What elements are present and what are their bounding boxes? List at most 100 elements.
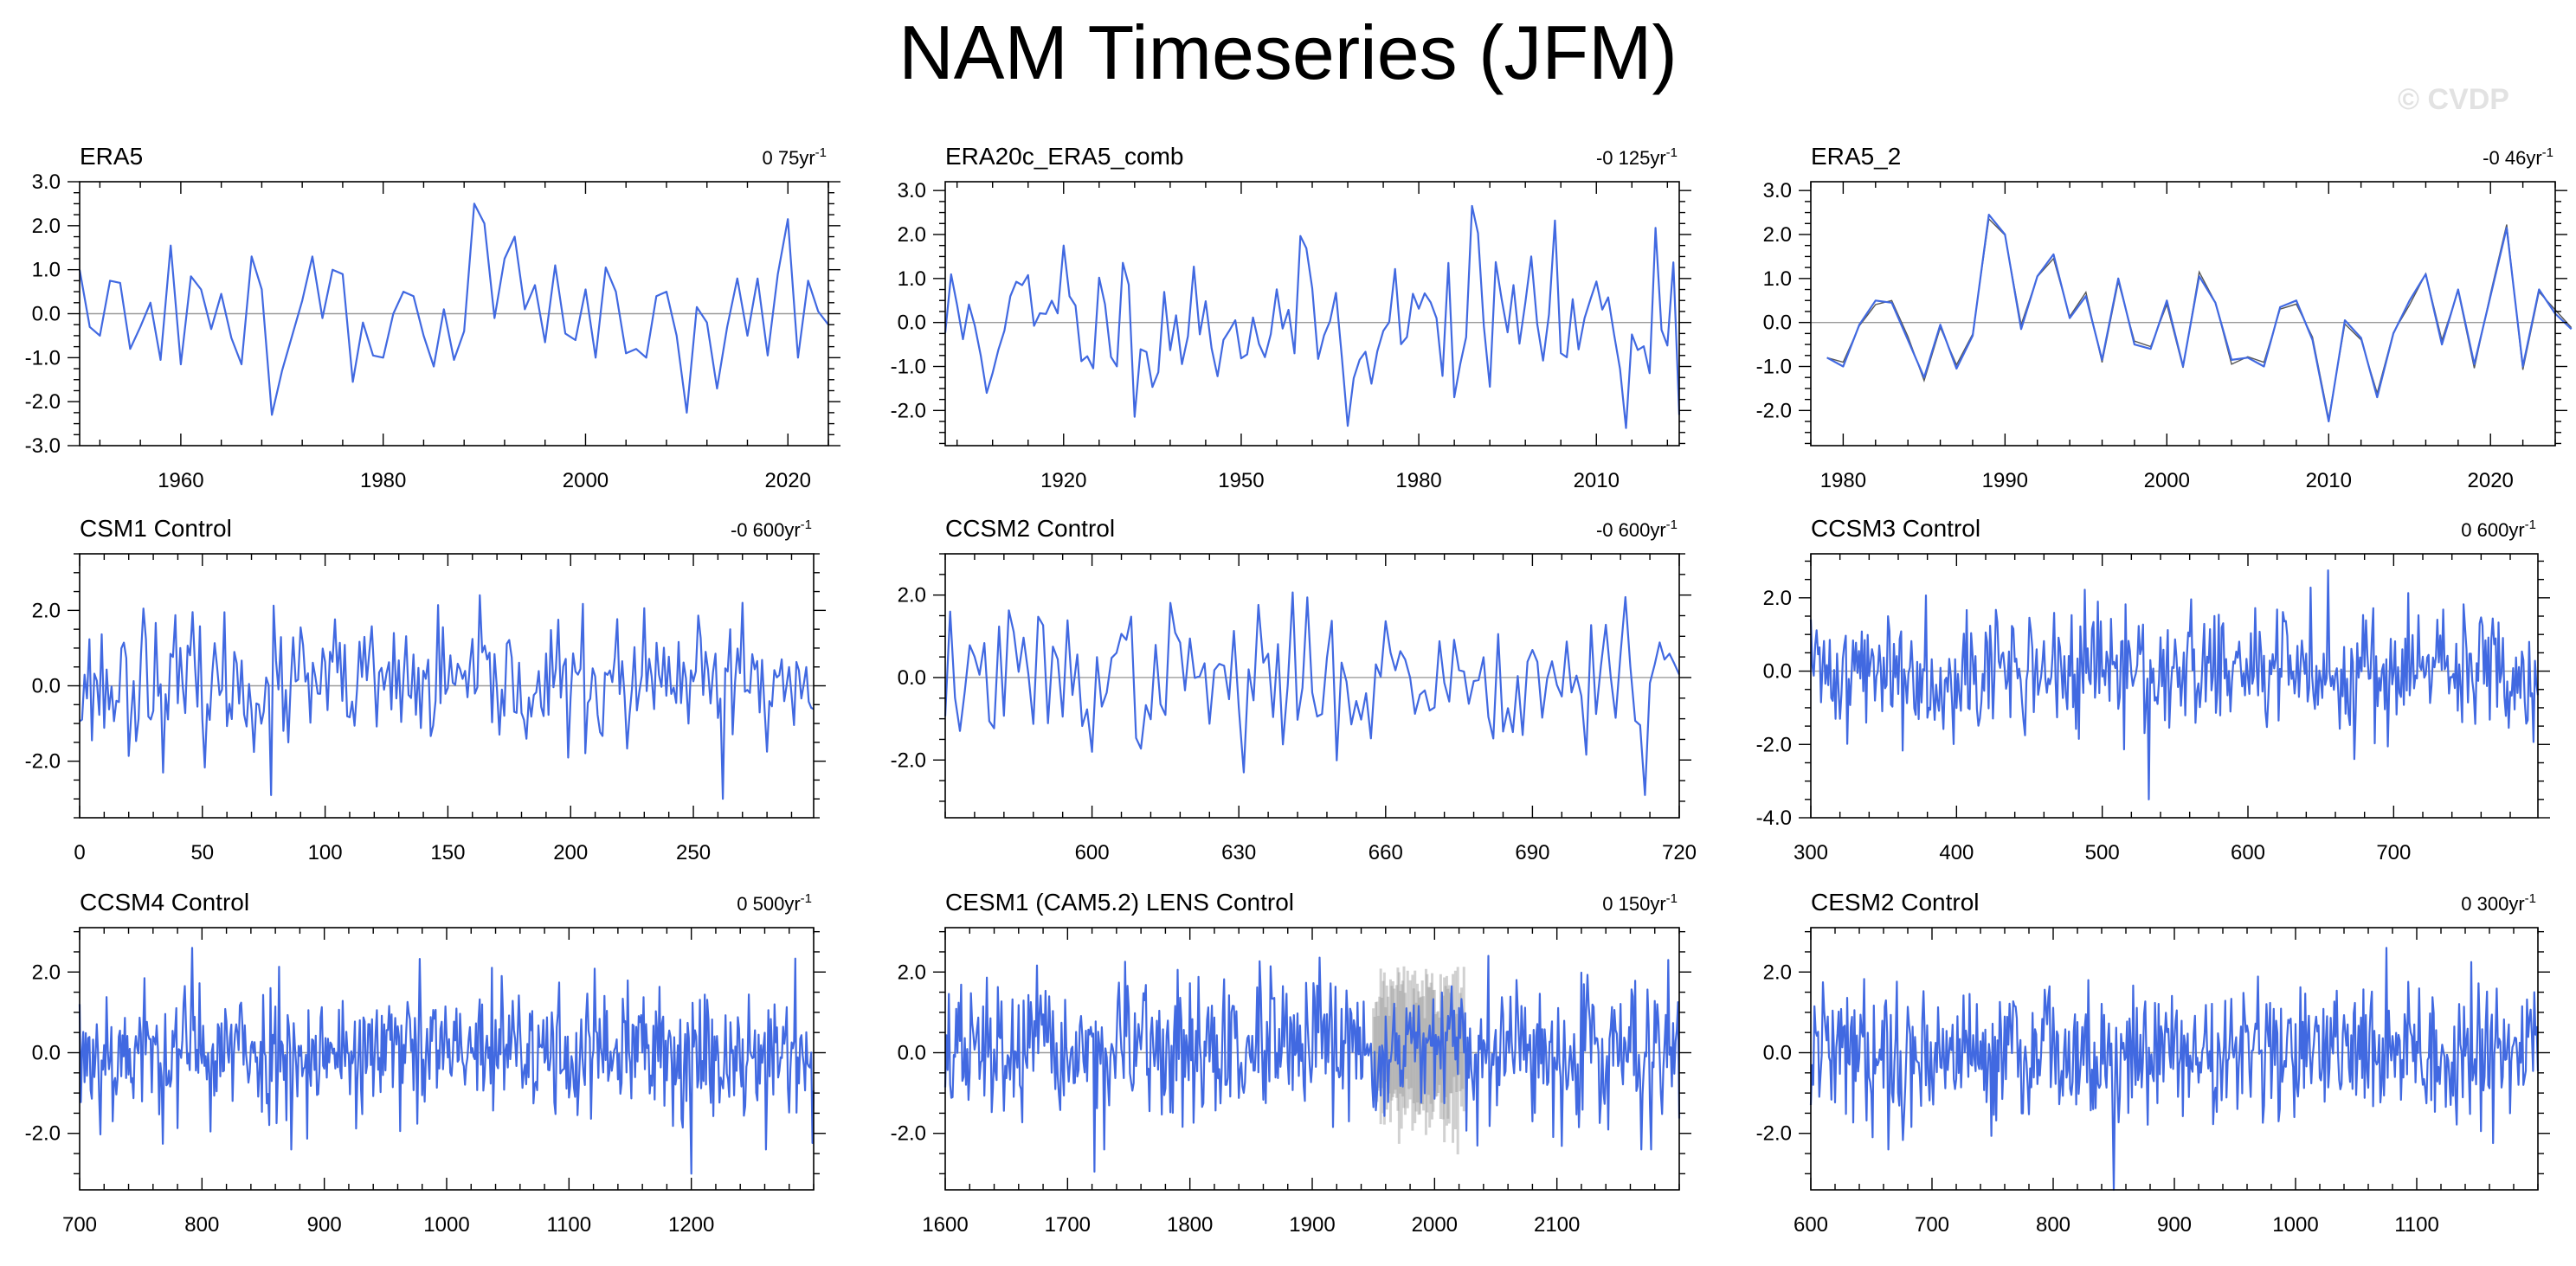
x-tick-label: 600 (1794, 1213, 1828, 1237)
y-tick-label: 0.0 (32, 675, 61, 698)
y-tick-label: -4.0 (1756, 807, 1792, 830)
x-tick-label: 600 (1075, 841, 1110, 864)
x-tick-label: 700 (1915, 1213, 1949, 1237)
chart-panel-5: CCSM2 Control -0 600yr-1 600 630 660 690 720 -2… (891, 515, 1697, 864)
series-line (1826, 214, 2573, 423)
figure-title: NAM Timeseries (JFM) (898, 10, 1678, 95)
chart-panel-2: ERA20c_ERA5_comb -0 125yr-1 1920 1950 1980 20… (891, 143, 1691, 492)
x-tick-label: 690 (1515, 841, 1549, 864)
y-tick-label: -2.0 (1756, 733, 1792, 756)
chart-panel-9: CESM2 Control 0 300yr-1 600 700 800 900 1000 11… (1756, 889, 2550, 1237)
chart-panel-7: CCSM4 Control 0 500yr-1 700 800 900 1000 1100 1… (25, 889, 826, 1237)
y-tick-label: 2.0 (32, 599, 61, 622)
y-tick-label: 0.0 (32, 303, 61, 326)
y-tick-label: -2.0 (25, 1122, 61, 1146)
panel-trend: -0 46yr-1 (2483, 145, 2553, 169)
x-tick-label: 700 (2376, 841, 2411, 864)
panel-trend: 0 75yr-1 (763, 145, 828, 169)
x-tick-label: 100 (308, 841, 343, 864)
x-tick-label: 2010 (1574, 469, 1620, 492)
x-tick-label: 1900 (1289, 1213, 1335, 1237)
x-tick-label: 2020 (765, 469, 811, 492)
x-tick-label: 1990 (1982, 469, 2028, 492)
y-tick-label: -2.0 (891, 749, 926, 772)
y-tick-label: 1.0 (32, 259, 61, 282)
chart-panel-3: ERA5_2 -0 46yr-1 1980 1990 2000 2010 2020 -2.0 -… (1756, 143, 2573, 492)
y-tick-label: -2.0 (1756, 1122, 1792, 1146)
x-tick-label: 800 (2036, 1213, 2070, 1237)
y-tick-label: -1.0 (1756, 356, 1792, 379)
y-tick-label: 2.0 (32, 961, 61, 984)
y-tick-label: 0.0 (32, 1042, 61, 1065)
x-tick-label: 1600 (922, 1213, 968, 1237)
x-tick-label: 2000 (1412, 1213, 1458, 1237)
y-tick-label: -2.0 (891, 1122, 926, 1146)
panel-trend: 0 150yr-1 (1602, 891, 1678, 915)
y-tick-label: 2.0 (898, 961, 926, 984)
series-line (1809, 947, 2540, 1192)
plot-frame (944, 553, 1680, 819)
x-tick-label: 1980 (360, 469, 406, 492)
y-tick-label: 3.0 (32, 170, 61, 194)
x-tick-label: 1980 (1820, 469, 1866, 492)
series-line (78, 202, 829, 416)
y-tick-label: 2.0 (32, 215, 61, 238)
panel-title: CSM1 Control (80, 515, 232, 542)
y-tick-label: -1.0 (891, 356, 926, 379)
y-tick-label: 2.0 (1763, 961, 1792, 984)
x-tick-label: 1950 (1218, 469, 1264, 492)
panel-trend: 0 500yr-1 (737, 891, 812, 915)
y-tick-label: 0.0 (1763, 312, 1792, 335)
panel-trend: -0 600yr-1 (1596, 517, 1678, 541)
y-tick-label: 2.0 (898, 584, 926, 607)
x-tick-label: 1000 (423, 1213, 469, 1237)
panel-title: CCSM2 Control (945, 515, 1115, 542)
y-tick-label: -1.0 (25, 346, 61, 370)
x-tick-label: 2010 (2306, 469, 2352, 492)
x-tick-label: 630 (1221, 841, 1256, 864)
x-tick-label: 1980 (1395, 469, 1441, 492)
series-line (78, 947, 815, 1175)
y-tick-label: 0.0 (1763, 1042, 1792, 1065)
series-line (79, 594, 815, 800)
x-tick-label: 600 (2231, 841, 2265, 864)
panel-title: ERA5_2 (1811, 143, 1901, 170)
x-tick-label: 800 (184, 1213, 219, 1237)
y-tick-label: 2.0 (1763, 587, 1792, 610)
x-tick-label: 1700 (1045, 1213, 1091, 1237)
x-tick-label: 900 (307, 1213, 342, 1237)
x-tick-label: 900 (2157, 1213, 2192, 1237)
x-tick-label: 1000 (2272, 1213, 2318, 1237)
series-line (1809, 569, 2540, 800)
y-tick-label: 3.0 (1763, 179, 1792, 202)
series-line-secondary (1826, 217, 2573, 419)
x-tick-label: 1100 (2394, 1213, 2439, 1237)
series-line (943, 591, 1681, 796)
plot-frame (944, 181, 1680, 447)
panel-trend: 0 300yr-1 (2461, 891, 2536, 915)
panel-trend: -0 125yr-1 (1596, 145, 1678, 169)
x-tick-label: 720 (1662, 841, 1697, 864)
panel-title: CCSM4 Control (80, 889, 249, 916)
plot-frame (1810, 181, 2556, 447)
x-tick-label: 1100 (547, 1213, 592, 1237)
x-tick-label: 0 (74, 841, 85, 864)
y-tick-label: 2.0 (1763, 223, 1792, 247)
panel-title: ERA5 (80, 143, 143, 170)
x-tick-label: 2000 (563, 469, 609, 492)
x-tick-label: 300 (1794, 841, 1828, 864)
x-tick-label: 250 (676, 841, 711, 864)
y-tick-label: 1.0 (898, 267, 926, 291)
y-tick-label: -2.0 (25, 750, 61, 774)
x-tick-label: 2000 (2144, 469, 2190, 492)
x-tick-label: 2100 (1534, 1213, 1580, 1237)
y-tick-label: 1.0 (1763, 267, 1792, 291)
x-tick-label: 700 (62, 1213, 97, 1237)
x-tick-label: 1800 (1167, 1213, 1213, 1237)
cvdp-watermark: © CVDP (2398, 83, 2509, 116)
y-tick-label: 0.0 (898, 312, 926, 335)
x-tick-label: 2020 (2468, 469, 2514, 492)
panel-trend: -0 600yr-1 (731, 517, 812, 541)
y-tick-label: 0.0 (1763, 660, 1792, 684)
